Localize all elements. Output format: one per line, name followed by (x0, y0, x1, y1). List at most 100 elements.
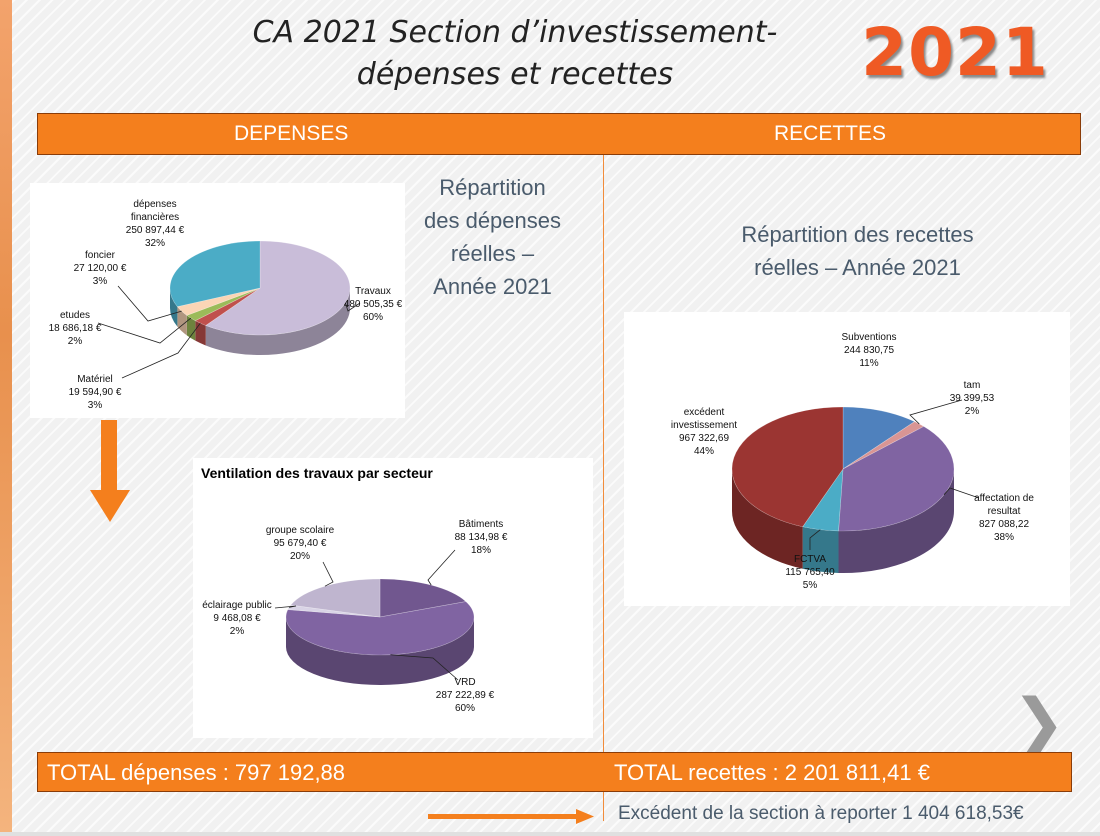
slice-label-line: groupe scolaire (266, 525, 335, 536)
pie-slice (169, 240, 261, 307)
pie-side-wall (170, 288, 178, 327)
column-divider (603, 155, 604, 821)
chevron-right-icon[interactable]: ❯ (1012, 686, 1066, 760)
pie-side-wall (286, 617, 474, 685)
slice-label-line: 250 897,44 € (126, 225, 185, 236)
slice-label-line: 20% (290, 551, 310, 562)
slice-label-line: 2% (230, 626, 245, 637)
leader-line (943, 487, 980, 499)
slice-label: tam 39 399,53 2% (950, 380, 995, 417)
slice-label-line: 60% (363, 312, 383, 323)
slice-label-line: éclairage public (202, 600, 272, 611)
leader-line (427, 549, 456, 586)
slice-label-line: FCTVA (794, 554, 826, 565)
slice-label-line: Matériel (77, 374, 113, 385)
pie-side-wall (802, 526, 839, 573)
leader-line (274, 605, 297, 609)
down-arrow (90, 420, 130, 522)
slice-label-line: 95 679,40 € (274, 538, 327, 549)
slice-label-line: 115 765,40 (785, 567, 835, 578)
slice-label-line: affectation de (974, 493, 1034, 504)
bottom-strip (0, 832, 1100, 836)
slice-label-line: 3% (93, 276, 108, 287)
rep-recettes-title: Répartition des recettes réelles – Année… (690, 218, 1025, 284)
leader-line (344, 302, 361, 312)
excedent-text: Excédent de la section à reporter 1 404 … (618, 803, 1024, 824)
total-recettes: TOTAL recettes : 2 201 811,41 € (614, 760, 930, 785)
slice-label-line: 18% (471, 545, 491, 556)
slice-label: Subventions 244 830,75 11% (841, 332, 896, 369)
rep-recettes-line: Répartition des recettes (741, 222, 974, 247)
page-title: CA 2021 Section d’investissement- dépens… (190, 12, 840, 96)
pie-side-wall (205, 288, 350, 355)
title-line-1: CA 2021 Section d’investissement- (252, 15, 778, 50)
rep-depenses-title: Répartition des dépenses réelles – Année… (405, 171, 580, 303)
leader-line (809, 529, 821, 550)
slice-label-line: dépenses (133, 199, 176, 210)
pie-slice (731, 406, 844, 528)
slice-label-line: investissement (671, 420, 737, 431)
right-arrow (428, 809, 594, 824)
slice-label-line: tam (964, 380, 981, 391)
slice-label-line: 18 686,18 € (49, 323, 102, 334)
pie-side-wall (177, 306, 187, 336)
rep-depenses-line: Année 2021 (433, 274, 552, 299)
rep-recettes-line: réelles – Année 2021 (754, 255, 961, 280)
slice-label-line: 9 468,08 € (213, 613, 261, 624)
slice-label-line: financières (131, 212, 179, 223)
slice-label: Bâtiments 88 134,98 € 18% (455, 519, 508, 556)
header-depenses: DEPENSES (234, 122, 349, 145)
slice-label-line: 11% (859, 358, 878, 369)
pie-side-wall (838, 469, 954, 573)
slice-label-line: 5% (803, 580, 818, 591)
slice-label-line: Subventions (841, 332, 896, 343)
slice-label: groupe scolaire 95 679,40 € 20% (266, 525, 335, 562)
slice-label: dépenses financières 250 897,44 € 32% (126, 199, 185, 249)
rep-depenses-line: des dépenses (424, 208, 561, 233)
leader-line (97, 317, 192, 344)
slice-label-line: VRD (454, 677, 475, 688)
leader-line (390, 654, 459, 681)
slice-label-line: 2% (68, 336, 83, 347)
panel-travaux-chart: Bâtiments 88 134,98 € 18% VRD 287 222,89 € 60… (193, 458, 593, 738)
chart-title: Ventilation des travaux par secteur (201, 465, 433, 481)
slice-label-line: 60% (455, 703, 475, 714)
totals-bar: TOTAL dépenses : 797 192,88 TOTAL recett… (37, 752, 1072, 792)
total-depenses: TOTAL dépenses : 797 192,88 (47, 760, 346, 785)
leader-line (121, 322, 201, 379)
year-badge: 2021 (861, 14, 1049, 91)
slice-label-line: foncier (85, 250, 116, 261)
rep-depenses-line: Répartition (439, 175, 546, 200)
slice-label-line: 3% (88, 400, 103, 411)
panel-recettes-chart: Subventions 244 830,75 11% tam 39 399,53 2% af… (624, 312, 1070, 606)
leader-line (117, 285, 182, 322)
slice-label-line: 480 505,35 € (344, 299, 403, 310)
pie-chart-depenses: Travaux 480 505,35 € 60% Matériel 19 594,90 … (49, 199, 403, 411)
slice-label-line: resultat (988, 506, 1021, 517)
slice-label-line: 39 399,53 (950, 393, 995, 404)
title-line-2: dépenses et recettes (356, 57, 674, 92)
pie-slice (802, 467, 844, 532)
slice-label-line: 967 322,69 (679, 433, 729, 444)
leader-line (322, 561, 334, 587)
rep-depenses-line: réelles – (450, 241, 535, 266)
section-header-bar: DEPENSES RECETTES (37, 113, 1081, 155)
slice-label: affectation de resultat 827 088,22 38% (974, 493, 1034, 543)
slice-label: FCTVA 115 765,40 5% (785, 554, 835, 591)
pie-slice (287, 604, 381, 618)
slice-label-line: 44% (694, 446, 714, 457)
header-recettes: RECETTES (774, 122, 887, 145)
slice-label: excédent investissement 967 322,69 44% (671, 407, 737, 457)
slice-label-line: 19 594,90 € (69, 387, 122, 398)
panel-depenses-chart: Travaux 480 505,35 € 60% Matériel 19 594,90 … (30, 183, 405, 418)
pie-side-wall (732, 469, 803, 569)
slice-label-line: 88 134,98 € (455, 532, 508, 543)
slice-label-line: Travaux (355, 286, 391, 297)
slice-label-line: excédent (684, 407, 725, 418)
slice-label-line: etudes (60, 310, 90, 321)
slice-label: foncier 27 120,00 € 3% (74, 250, 127, 287)
slice-label: VRD 287 222,89 € 60% (436, 677, 495, 714)
slice-label-line: Bâtiments (459, 519, 503, 530)
pie-side-wall (186, 315, 196, 341)
slice-label-line: 32% (145, 238, 165, 249)
